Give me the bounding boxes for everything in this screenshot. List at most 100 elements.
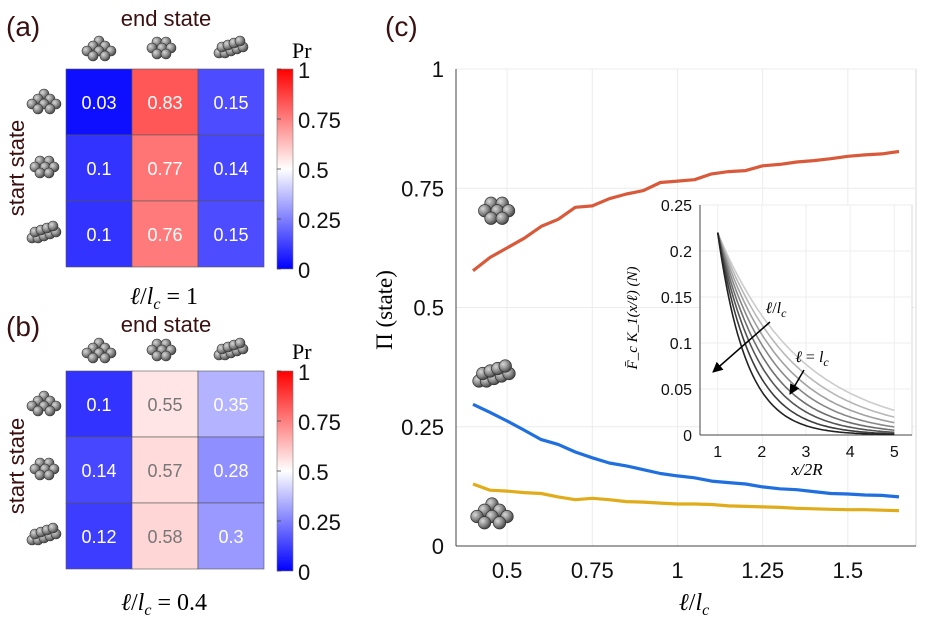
inset-y-tick-label: 0 — [683, 428, 692, 445]
icon-sphere — [495, 211, 509, 225]
heatmap-grid: 0.1 0.55 0.35 0.14 0.57 0.28 0.12 0.58 0.3 — [65, 370, 265, 570]
inset-y-axis-label: F̄_c K_1(x/ℓ) (N) — [625, 267, 641, 371]
heatmap-cell — [65, 436, 133, 504]
icon-sphere — [32, 103, 44, 115]
annotation-arrow — [712, 321, 771, 373]
y-tick-label: 0.75 — [401, 176, 444, 201]
heatmap-cell — [197, 370, 265, 438]
x-axis-label: ℓ/lc — [679, 590, 709, 619]
compact-cluster-icon — [26, 390, 62, 417]
colorbar-tick-label: 0 — [298, 560, 310, 585]
annotation-ratio: ℓ/lc — [766, 300, 788, 320]
heatmap-cell-label: 0.15 — [213, 93, 248, 113]
heatmap-cell — [131, 134, 199, 202]
inset-y-tick-label: 0.15 — [661, 290, 692, 307]
panel-c: (c) 0.5 0.75 1 1.25 1.500.250.50.751 Π (stat… — [372, 11, 917, 619]
y-tick-label: 0 — [432, 534, 444, 559]
heatmap-cell-label: 0.83 — [147, 93, 182, 113]
inset-x-tick-label: 2 — [757, 444, 766, 461]
heatmap-title: end state — [121, 6, 212, 31]
compact-cluster-icon — [81, 35, 117, 62]
inset-curve — [716, 232, 895, 434]
colorbar-tick-label: 1 — [298, 360, 310, 385]
linear-chain-icon — [26, 220, 62, 244]
icon-sphere — [47, 522, 59, 534]
heatmap-cell — [131, 68, 199, 136]
inset-curve — [716, 232, 895, 436]
heatmap-cell-label: 0.57 — [147, 461, 182, 481]
inset-x-tick-label: 5 — [890, 444, 899, 461]
icon-sphere — [234, 35, 246, 47]
series-line-chain — [472, 402, 900, 499]
inset-curve — [716, 232, 895, 428]
heatmap-cell-label: 0.1 — [86, 395, 111, 415]
heatmap-cell — [65, 68, 133, 136]
compact-cluster-icon — [26, 88, 62, 115]
colorbar-tick-label: 0.75 — [298, 410, 341, 435]
branched-cluster-icon — [29, 155, 60, 179]
icon-sphere — [234, 337, 246, 349]
inset-x-tick-label: 3 — [802, 444, 811, 461]
linear-chain-icon — [472, 359, 516, 388]
heatmap-cell — [197, 134, 265, 202]
heatmap-cell — [197, 436, 265, 504]
inset-curve — [716, 232, 895, 412]
icon-sphere — [99, 352, 111, 364]
heatmap-cell — [131, 370, 199, 438]
heatmap-cell-label: 0.35 — [213, 395, 248, 415]
y-tick-label: 0.5 — [413, 296, 444, 321]
inset-x-tick-label: 1 — [713, 444, 722, 461]
annotation-equal: ℓ = lc — [795, 349, 829, 369]
heatmap-cell — [131, 200, 199, 268]
icon-sphere — [477, 516, 492, 530]
colorbar-tick-label: 0.75 — [298, 108, 341, 133]
icon-sphere — [151, 48, 163, 60]
inset-plot: 1 2 3 4 5 0 0.05 0.1 0.15 0.2 0.25 F̄_c K_1(x/ℓ) (… — [625, 198, 913, 479]
panel-b: (b) end state start state 0.1 0.55 0.350.1… — [4, 311, 341, 619]
state-icons — [470, 196, 516, 530]
colorbar-tick-label: 1 — [298, 58, 310, 83]
y-tick-label: 0.25 — [401, 415, 444, 440]
row-icons — [26, 88, 62, 244]
heatmap-cell-label: 0.28 — [213, 461, 248, 481]
icon-sphere — [47, 220, 59, 232]
inset-y-tick-label: 0.05 — [661, 382, 692, 399]
colorbar-tick-label: 0.25 — [298, 510, 341, 535]
compact-cluster-icon — [470, 497, 514, 530]
icon-sphere — [44, 405, 56, 417]
x-tick-label: 1 — [671, 558, 683, 583]
y-tick-label: 1 — [432, 57, 444, 82]
icon-sphere — [34, 167, 46, 179]
icon-sphere — [34, 469, 46, 481]
colorbar-label: Pr — [292, 38, 312, 63]
branched-cluster-icon — [146, 338, 177, 362]
heatmap-cell-label: 0.3 — [218, 527, 243, 547]
heatmap-title: end state — [121, 312, 212, 337]
heatmap-grid: 0.03 0.83 0.15 0.1 0.77 0.14 0.1 0.76 0.15 — [65, 68, 265, 268]
heatmap-cell — [197, 68, 265, 136]
heatmap-cell-label: 0.03 — [81, 93, 116, 113]
icon-sphere — [43, 469, 55, 481]
heatmap-cell — [197, 502, 265, 570]
column-icons — [81, 35, 249, 62]
axes: 0.5 0.75 1 1.25 1.500.250.50.751 — [401, 57, 916, 583]
colorbar-ticks: 1 0.75 0.5 0.25 0 — [277, 360, 341, 585]
heatmap-cell-label: 0.77 — [147, 159, 182, 179]
icon-sphere — [87, 50, 99, 62]
icon-sphere — [160, 48, 172, 60]
heatmap-cell — [65, 370, 133, 438]
linear-chain-icon — [213, 337, 249, 361]
heatmap-cell-label: 0.55 — [147, 395, 182, 415]
inset-curve — [716, 232, 895, 424]
colorbar-ticks: 1 0.75 0.5 0.25 0 — [277, 58, 341, 283]
inset-y-tick-label: 0.25 — [661, 198, 692, 215]
branched-cluster-icon — [29, 457, 60, 481]
panel-a: (a) end state start state 0.03 0.83 0.150.… — [4, 6, 341, 313]
inset-y-tick-label: 0.2 — [670, 244, 692, 261]
compact-cluster-icon — [81, 337, 117, 364]
inset-curve — [716, 232, 895, 418]
heatmap-ylabel: start state — [4, 418, 29, 515]
branched-cluster-icon — [146, 36, 177, 60]
heatmap-cell — [65, 200, 133, 268]
